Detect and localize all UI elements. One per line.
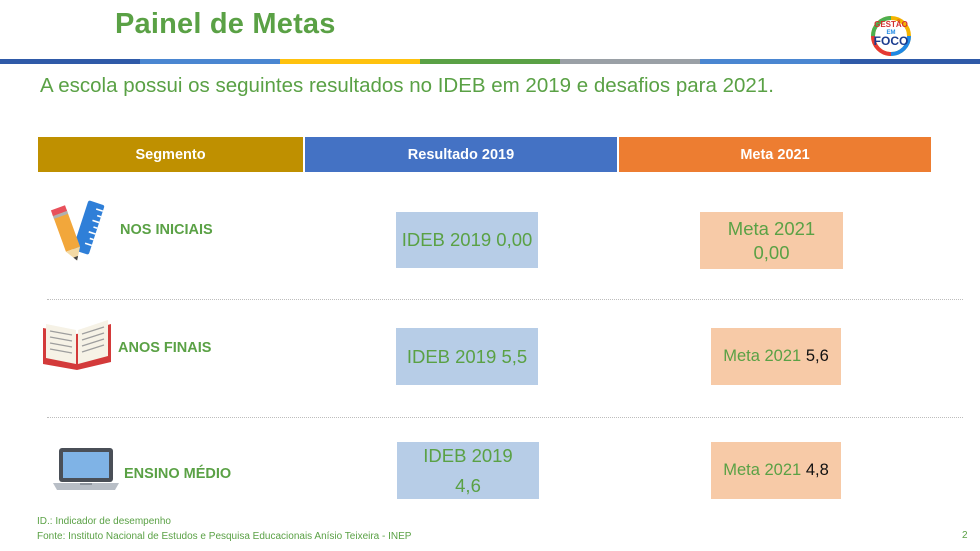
open-book-icon — [40, 318, 114, 375]
logo-icon: GESTÃO EM FOCO — [871, 16, 911, 56]
meta-box-anos-iniciais: Meta 2021 0,00 — [700, 212, 843, 269]
pencil-ruler-icon — [50, 200, 108, 271]
meta-text: Meta 2021 4,8 — [723, 460, 829, 481]
meta-text-line1: Meta 2021 — [727, 218, 816, 240]
gestao-em-foco-logo: GESTÃO EM FOCO — [860, 12, 922, 56]
meta-text: Meta 2021 5,6 — [723, 346, 829, 367]
logo-text-3: FOCO — [874, 34, 909, 48]
meta-text-line2: 0,00 — [753, 241, 790, 263]
segment-label-ensino-medio: ENSINO MÉDIO — [124, 466, 232, 482]
meta-prefix: Meta 2021 — [723, 461, 802, 480]
row-separator — [47, 417, 963, 418]
segment-label-anos-iniciais: NOS INICIAIS — [120, 222, 213, 238]
footer-note: ID.: Indicador de desempenho — [37, 516, 171, 527]
page-title: Painel de Metas — [115, 8, 336, 40]
logo-text-2: EM — [887, 30, 896, 36]
logo-text-1: GESTÃO — [874, 20, 908, 29]
result-text: IDEB 2019 5,5 — [406, 345, 528, 367]
meta-box-anos-finais: Meta 2021 5,6 — [711, 328, 841, 385]
meta-box-ensino-medio: Meta 2021 4,8 — [711, 442, 841, 499]
footer-source: Fonte: Instituto Nacional de Estudos e P… — [37, 531, 412, 542]
laptop-icon — [50, 445, 122, 496]
result-box-ensino-medio: IDEB 2019 4,6 — [397, 442, 539, 499]
result-text-line1: IDEB 2019 — [423, 444, 513, 466]
result-box-anos-finais: IDEB 2019 5,5 — [396, 328, 538, 385]
header-color-bar — [0, 59, 980, 64]
result-text: IDEB 2019 0,00 — [401, 229, 533, 251]
column-header-resultado: Resultado 2019 — [305, 137, 617, 172]
subtitle: A escola possui os seguintes resultados … — [40, 74, 774, 97]
meta-value: 4,8 — [805, 461, 829, 480]
meta-value: 5,6 — [805, 347, 829, 366]
column-header-meta: Meta 2021 — [619, 137, 931, 172]
result-box-anos-iniciais: IDEB 2019 0,00 — [396, 212, 538, 268]
row-separator — [47, 299, 963, 300]
page-number: 2 — [962, 530, 968, 541]
column-header-segmento: Segmento — [38, 137, 303, 172]
result-text-line2: 4,6 — [455, 474, 481, 496]
meta-prefix: Meta 2021 — [723, 347, 802, 366]
segment-label-anos-finais: ANOS FINAIS — [118, 340, 212, 356]
